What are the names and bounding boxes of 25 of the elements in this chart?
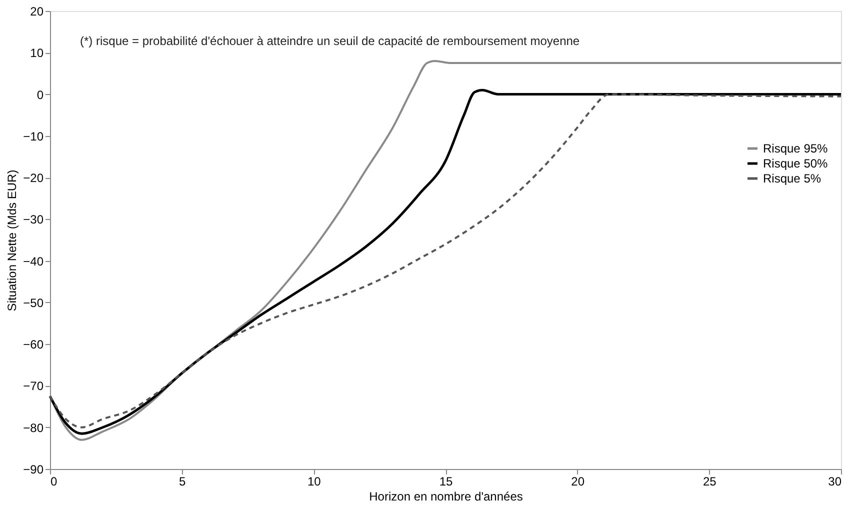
legend-label: Risque 5% [763,172,822,186]
legend-label: Risque 95% [763,142,828,156]
y-tick-label: −20 [23,171,44,186]
legend-label: Risque 50% [763,156,828,170]
y-tick-label: −80 [23,420,44,435]
x-tick-label: 15 [439,474,453,488]
y-tick-label: −30 [23,212,44,227]
x-tick-label: 30 [828,474,842,488]
annotation: (*) risque = probabilité d'échouer à atteindre un seuil de capacité de remboursement moyenne [80,34,580,48]
x-tick-label: 0 [50,474,58,488]
x-tick-label: 25 [702,474,717,488]
y-tick-label: 10 [30,46,44,60]
x-tick-label: 5 [178,474,186,488]
y-tick-label: 20 [30,4,44,18]
y-tick-label: −90 [23,462,44,476]
y-axis-title: Situation Nette (Mds EUR) [5,170,20,312]
y-tick-label: −50 [23,296,44,310]
y-tick-label: −60 [23,338,44,352]
y-tick-label: −10 [23,129,44,144]
y-tick-label: 0 [36,88,44,102]
x-tick-label: 20 [571,474,585,488]
x-axis-title: Horizon en nombre d'années [369,490,523,504]
x-tick-label: 10 [307,474,322,488]
y-tick-label: −40 [23,254,44,268]
y-tick-label: −70 [23,379,44,394]
